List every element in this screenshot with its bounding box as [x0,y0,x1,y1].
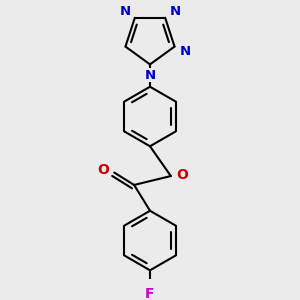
Text: N: N [144,69,156,82]
Text: N: N [169,5,181,18]
Text: O: O [98,163,109,177]
Text: N: N [119,5,130,18]
Text: N: N [180,45,191,58]
Text: O: O [176,168,188,182]
Text: F: F [145,287,155,300]
